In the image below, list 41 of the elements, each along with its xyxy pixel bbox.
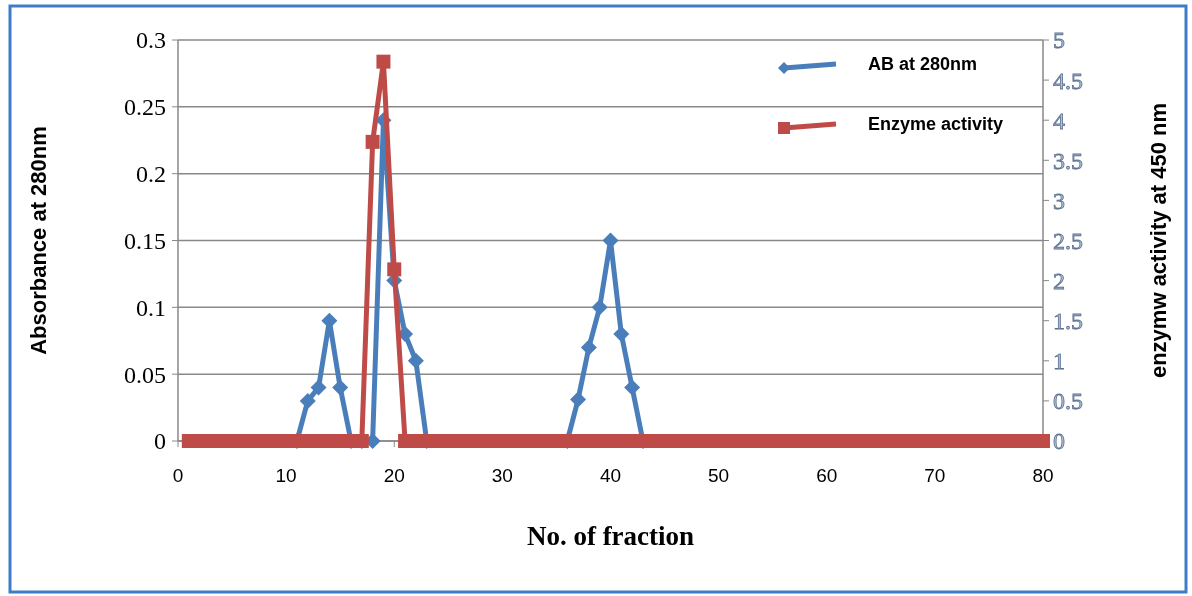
legend-label: Enzyme activity	[868, 113, 1004, 134]
x-tick-label: 80	[1032, 465, 1054, 486]
x-tick-label: 20	[383, 465, 405, 486]
y2-tick-label: 1.5	[1053, 308, 1083, 335]
x-tick-label: 30	[491, 465, 513, 486]
point	[613, 326, 630, 343]
y2-tick-label: 3	[1053, 187, 1065, 214]
x-tick-label: 10	[275, 465, 297, 486]
x-tick-label: 70	[924, 465, 946, 486]
point	[310, 379, 327, 396]
y2-tick-label: 0	[1053, 428, 1065, 455]
y-tick-label: 0.3	[136, 27, 166, 54]
point	[570, 391, 587, 408]
x-tick-label: 40	[599, 465, 622, 486]
y2-tick-label: 2	[1053, 268, 1065, 294]
point	[332, 379, 349, 396]
point	[299, 392, 316, 409]
y2-tick-label: 3.5	[1053, 147, 1083, 174]
y2-axis-title: enzymw activity at 450 nm	[1146, 102, 1171, 379]
x-tick-label: 50	[708, 465, 730, 486]
point	[624, 379, 641, 396]
y2-tick-label: 1	[1053, 348, 1065, 375]
y-tick-label: 0.15	[124, 227, 166, 254]
y2-tick-label: 5	[1053, 27, 1065, 54]
y-tick-label: 0	[154, 428, 166, 455]
point	[580, 339, 597, 356]
y2-tick-label: 4	[1053, 107, 1065, 134]
x-tick-label: 60	[816, 465, 838, 486]
y-axis-title: Absorbance at 280nm	[26, 126, 51, 355]
point	[591, 299, 608, 316]
y-tick-label: 0.25	[124, 94, 166, 121]
y2-tick-label: 2.5	[1053, 227, 1083, 254]
y-tick-label: 0.1	[136, 294, 166, 321]
y-tick-label: 0.05	[124, 361, 166, 388]
legend-label: AB at 280nm	[868, 53, 978, 74]
x-axis-title: No. of fraction	[526, 521, 695, 551]
y2-tick-label: 0.5	[1053, 388, 1083, 415]
y-tick-label: 0.2	[136, 161, 166, 188]
point	[407, 352, 424, 369]
x-tick-label: 0	[172, 465, 184, 486]
y2-tick-label: 4.5	[1053, 67, 1083, 94]
